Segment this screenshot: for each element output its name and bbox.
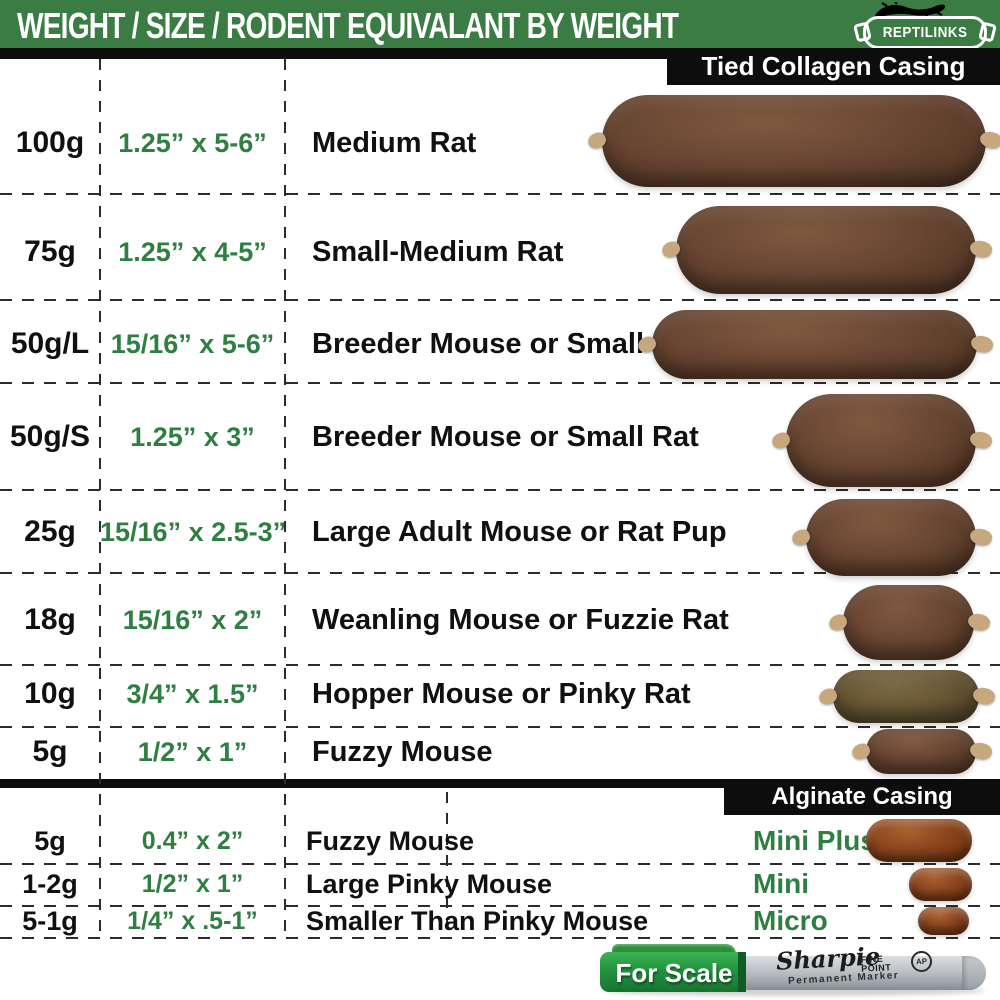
weight-cell: 50g/L <box>10 327 90 360</box>
row-divider <box>0 193 1000 195</box>
rodent-cell: Hopper Mouse or Pinky Rat <box>312 678 691 710</box>
sausage-image-5g <box>850 729 994 774</box>
weight-cell: 1-2g <box>22 869 78 899</box>
size-cell: 1.25” x 4-5” <box>118 237 267 267</box>
size-cell: 1/4” x .5-1” <box>127 907 258 935</box>
casing-tie <box>850 741 872 761</box>
casing-tie <box>968 525 994 548</box>
weight-cell: 100g <box>15 126 85 159</box>
product-name: Mini <box>753 868 809 899</box>
row-divider <box>0 726 1000 728</box>
rodent-cell: Fuzzy Mouse <box>312 736 493 768</box>
weight-cell: 10g <box>24 677 76 710</box>
size-cell: 1.25” x 5-6” <box>118 128 267 158</box>
sausage-image-25g <box>790 499 994 576</box>
rodent-cell: Large Adult Mouse or Rat Pup <box>312 516 727 548</box>
size-cell: 3/4” x 1.5” <box>126 679 259 709</box>
casing-tie <box>966 610 992 633</box>
size-cell: 1/2” x 1” <box>137 737 248 767</box>
casing-tie <box>817 686 839 706</box>
rodent-cell: Weanling Mouse or Fuzzie Rat <box>312 604 729 636</box>
marker-body <box>746 956 986 990</box>
collagen-section-label: Tied Collagen Casing <box>667 48 1000 85</box>
sausage-image-100g <box>586 95 1000 187</box>
row-divider <box>0 905 1000 907</box>
marker-cap-lip <box>738 952 746 992</box>
alginate-section-label: Alginate Casing <box>724 779 1000 815</box>
size-cell: 15/16” x 5-6” <box>110 329 275 359</box>
weight-cell: 25g <box>24 515 76 548</box>
weight-cell: 5g <box>34 826 66 856</box>
weight-cell: 18g <box>24 603 76 636</box>
row-divider <box>0 664 1000 666</box>
header-divider <box>0 48 1000 59</box>
row-divider <box>0 299 1000 301</box>
logo-sausage-outline: REPTILINKS <box>863 16 987 49</box>
product-name: Mini Plus <box>753 825 876 856</box>
casing-tie <box>968 428 994 451</box>
for-scale-label: For Scale <box>615 958 733 988</box>
marker-shadow <box>605 986 985 996</box>
row-divider <box>0 489 1000 491</box>
capsule-image-mini <box>909 868 972 901</box>
row-divider <box>0 382 1000 384</box>
marker-cap <box>600 952 746 992</box>
gecko-icon <box>875 2 946 19</box>
column-divider <box>99 59 101 937</box>
row-divider <box>0 937 1000 939</box>
casing-tie <box>968 238 994 260</box>
capsule-image-micro <box>918 907 969 935</box>
casing-tie <box>586 130 608 151</box>
rodent-cell: Medium Rat <box>312 127 477 159</box>
section-separator <box>0 779 1000 788</box>
weight-cell: 5g <box>32 735 68 768</box>
sausage-image-50gL <box>636 310 995 379</box>
rodent-cell: Breeder Mouse or Small Rat <box>312 421 699 453</box>
casing-tie <box>660 239 682 260</box>
capsule-image-mini-plus <box>866 819 972 862</box>
size-cell: 0.4” x 2” <box>141 827 244 855</box>
sausage-image-18g <box>827 585 992 660</box>
size-cell: 1.25” x 3” <box>130 422 255 452</box>
rodent-cell: Smaller Than Pinky Mouse <box>306 906 649 936</box>
weight-cell: 75g <box>24 235 76 268</box>
column-divider <box>284 59 286 937</box>
logo-text: REPTILINKS <box>882 24 968 41</box>
page-title: WEIGHT / SIZE / RODENT EQUIVALANT BY WEI… <box>17 5 679 46</box>
weight-cell: 5-1g <box>22 906 78 936</box>
rodent-cell: Small-Medium Rat <box>312 236 564 268</box>
sausage-image-10g <box>817 670 997 723</box>
casing-tie <box>978 129 1000 151</box>
size-cell: 15/16” x 2.5-3” <box>100 517 287 547</box>
casing-tie <box>969 332 995 355</box>
rodent-cell: Breeder Mouse or Small Rat <box>312 328 699 360</box>
sausage-image-50gS <box>770 394 994 487</box>
marker-end-cap <box>962 956 986 990</box>
size-cell: 1/2” x 1” <box>141 870 244 898</box>
header-bar: WEIGHT / SIZE / RODENT EQUIVALANT BY WEI… <box>0 0 1000 48</box>
size-cell: 15/16” x 2” <box>122 605 263 635</box>
rodent-cell: Large Pinky Mouse <box>306 869 553 899</box>
weight-cell: 50g/S <box>9 420 91 453</box>
casing-tie <box>827 612 849 632</box>
casing-tie <box>968 739 994 762</box>
row-divider <box>0 863 1000 865</box>
product-name: Micro <box>753 905 828 936</box>
rodent-cell: Fuzzy Mouse <box>306 826 475 856</box>
casing-tie <box>790 527 812 547</box>
casing-tie <box>971 684 997 707</box>
casing-tie <box>770 430 792 450</box>
sausage-image-75g <box>660 206 994 294</box>
row-divider <box>0 572 1000 574</box>
reptilinks-logo: REPTILINKS <box>853 2 997 49</box>
